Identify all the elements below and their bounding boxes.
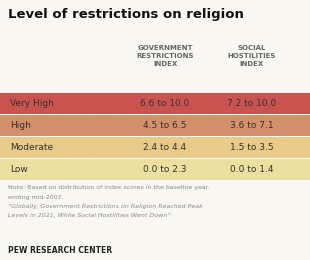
Text: Very High: Very High	[10, 99, 54, 108]
Text: 3.6 to 7.1: 3.6 to 7.1	[230, 121, 274, 130]
Text: Moderate: Moderate	[10, 143, 53, 152]
Text: 7.2 to 10.0: 7.2 to 10.0	[227, 99, 277, 108]
Text: 2.4 to 4.4: 2.4 to 4.4	[144, 143, 187, 152]
Text: 1.5 to 3.5: 1.5 to 3.5	[230, 143, 274, 152]
Text: 4.5 to 6.5: 4.5 to 6.5	[143, 121, 187, 130]
Text: Levels in 2021, While Social Hostilities Went Down”: Levels in 2021, While Social Hostilities…	[8, 213, 170, 218]
Text: ending mid-2007.: ending mid-2007.	[8, 194, 64, 199]
Text: Level of restrictions on religion: Level of restrictions on religion	[8, 8, 244, 21]
FancyBboxPatch shape	[0, 159, 310, 180]
Text: 0.0 to 1.4: 0.0 to 1.4	[230, 165, 274, 174]
Text: Note: Based on distribution of index scores in the baseline year,: Note: Based on distribution of index sco…	[8, 185, 210, 190]
Text: PEW RESEARCH CENTER: PEW RESEARCH CENTER	[8, 246, 112, 255]
FancyBboxPatch shape	[0, 115, 310, 136]
Text: Low: Low	[10, 165, 28, 174]
Text: 6.6 to 10.0: 6.6 to 10.0	[140, 99, 190, 108]
Text: SOCIAL
HOSTILITIES
INDEX: SOCIAL HOSTILITIES INDEX	[228, 45, 276, 67]
FancyBboxPatch shape	[0, 137, 310, 158]
Text: “Globally, Government Restrictions on Religion Reached Peak: “Globally, Government Restrictions on Re…	[8, 204, 203, 209]
Text: GOVERNMENT
RESTRICTIONS
INDEX: GOVERNMENT RESTRICTIONS INDEX	[136, 45, 194, 67]
Text: High: High	[10, 121, 31, 130]
Text: 0.0 to 2.3: 0.0 to 2.3	[143, 165, 187, 174]
FancyBboxPatch shape	[0, 93, 310, 114]
